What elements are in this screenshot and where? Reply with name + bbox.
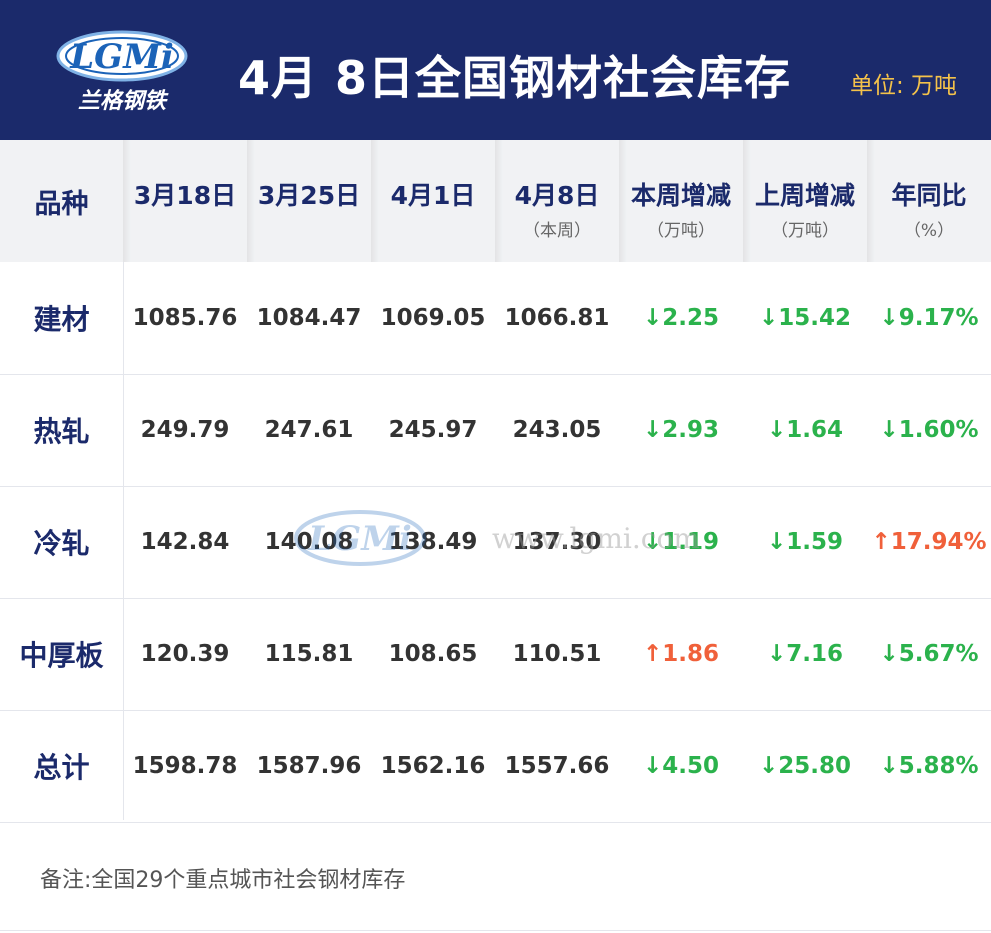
svg-text:LGMi: LGMi (69, 37, 174, 77)
cell-yoy: ↓1.60% (879, 417, 979, 443)
table-header (0, 140, 991, 262)
col-header-yoy: 年同比 （%） (891, 181, 967, 241)
cell-mar18: 249.79 (140, 417, 230, 443)
cell-apr1: 245.97 (388, 417, 478, 443)
cell-mar25: 140.08 (264, 529, 354, 555)
table-row-cold-rolled: 冷轧 142.84 140.08 138.49 137.30 ↓1.19 ↓1.… (0, 486, 991, 599)
cell-last-week-change: ↓7.16 (766, 641, 844, 667)
cell-last-week-change: ↓15.42 (758, 305, 852, 331)
cell-mar18: 1085.76 (132, 305, 238, 331)
svg-text:兰格钢铁: 兰格钢铁 (78, 88, 169, 114)
cell-yoy: ↓5.67% (879, 641, 979, 667)
cell-mar18: 142.84 (140, 529, 230, 555)
cell-mar18: 1598.78 (132, 753, 238, 779)
row-label: 总计 (33, 751, 90, 784)
col-header-mar18: 3月18日 (133, 181, 237, 210)
cell-apr8: 1066.81 (504, 305, 610, 331)
cell-week-change: ↓4.50 (642, 753, 720, 779)
watermark-url: www.lgmi.com (492, 522, 700, 555)
col-header-apr1: 4月1日 (390, 181, 476, 210)
cell-apr1: 108.65 (388, 641, 478, 667)
cell-yoy: ↑17.94% (871, 529, 987, 555)
cell-mar25: 1587.96 (256, 753, 362, 779)
cell-mar25: 1084.47 (256, 305, 362, 331)
page-title: 4月 8日全国钢材社会库存 (238, 51, 792, 105)
col-header-variety: 品种 (34, 188, 89, 220)
table-row-plate: 中厚板 120.39 115.81 108.65 110.51 ↑1.86 ↓7… (0, 598, 991, 711)
cell-yoy: ↓5.88% (879, 753, 979, 779)
table-row-total: 总计 1598.78 1587.96 1562.16 1557.66 ↓4.50… (0, 710, 991, 823)
cell-apr1: 1562.16 (380, 753, 486, 779)
cell-last-week-change: ↓1.59 (766, 529, 844, 555)
row-label: 冷轧 (33, 527, 90, 560)
row-label: 中厚板 (19, 639, 104, 672)
col-header-apr8: 4月8日 （本周） (514, 181, 600, 241)
table-row-hot-rolled: 热轧 249.79 247.61 245.97 243.05 ↓2.93 ↓1.… (0, 374, 991, 487)
col-header-last-week-change: 上周增减 （万吨） (754, 181, 855, 241)
col-header-week-change: 本周增减 （万吨） (630, 181, 731, 241)
cell-mar18: 120.39 (140, 641, 230, 667)
cell-mar25: 115.81 (264, 641, 354, 667)
cell-last-week-change: ↓1.64 (766, 417, 844, 443)
cell-apr8: 1557.66 (504, 753, 610, 779)
lgmi-logo: LGMi 兰格钢铁 (56, 30, 188, 114)
col-header-mar25: 3月25日 (257, 181, 361, 210)
footnote: 备注:全国29个重点城市社会钢材库存 (40, 868, 406, 893)
cell-yoy: ↓9.17% (879, 305, 979, 331)
cell-apr1: 138.49 (388, 529, 478, 555)
cell-apr8: 243.05 (512, 417, 602, 443)
cell-week-change: ↓2.25 (642, 305, 720, 331)
divider (0, 930, 991, 931)
cell-apr8: 110.51 (512, 641, 602, 667)
cell-mar25: 247.61 (264, 417, 354, 443)
unit-label: 单位: 万吨 (850, 73, 958, 99)
row-label: 建材 (33, 303, 90, 336)
column-divider (123, 262, 124, 820)
cell-week-change: ↓1.19 (642, 529, 720, 555)
cell-week-change: ↑1.86 (642, 641, 720, 667)
table-row-construction: 建材 1085.76 1084.47 1069.05 1066.81 ↓2.25… (0, 262, 991, 375)
cell-apr8: 137.30 (512, 529, 602, 555)
cell-last-week-change: ↓25.80 (758, 753, 852, 779)
cell-week-change: ↓2.93 (642, 417, 720, 443)
cell-apr1: 1069.05 (380, 305, 486, 331)
row-label: 热轧 (33, 415, 90, 448)
